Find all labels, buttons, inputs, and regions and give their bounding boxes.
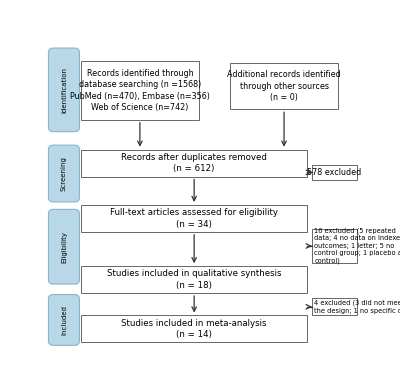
Text: Full-text articles assessed for eligibility
(n = 34): Full-text articles assessed for eligibil…	[110, 208, 278, 229]
FancyBboxPatch shape	[48, 48, 80, 132]
FancyBboxPatch shape	[81, 315, 307, 342]
Text: Included: Included	[61, 305, 67, 335]
Text: Eligibility: Eligibility	[61, 231, 67, 263]
FancyBboxPatch shape	[81, 266, 307, 293]
FancyBboxPatch shape	[312, 298, 357, 315]
Text: 16 excluded (5 repeated
data; 4 no data on indexed
outcomes; 1 letter; 5 no
cont: 16 excluded (5 repeated data; 4 no data …	[314, 227, 400, 265]
FancyBboxPatch shape	[48, 294, 80, 345]
Text: Studies included in qualitative synthesis
(n = 18): Studies included in qualitative synthesi…	[107, 269, 281, 290]
FancyBboxPatch shape	[48, 145, 80, 202]
Text: Studies included in meta-analysis
(n = 14): Studies included in meta-analysis (n = 1…	[121, 319, 267, 339]
Text: Additional records identified
through other sources
(n = 0): Additional records identified through ot…	[227, 70, 341, 102]
FancyBboxPatch shape	[81, 150, 307, 177]
FancyBboxPatch shape	[81, 61, 199, 120]
Text: 578 excluded: 578 excluded	[307, 168, 362, 177]
Text: Identification: Identification	[61, 67, 67, 113]
FancyBboxPatch shape	[48, 210, 80, 284]
Text: Records identified through
database searching (n =1568)
PubMed (n=470), Embase (: Records identified through database sear…	[70, 69, 210, 112]
FancyBboxPatch shape	[81, 205, 307, 232]
FancyBboxPatch shape	[312, 229, 357, 263]
Text: Records after duplicates removed
(n = 612): Records after duplicates removed (n = 61…	[121, 153, 267, 173]
Text: 4 excluded (3 did not meet
the design; 1 no specific data): 4 excluded (3 did not meet the design; 1…	[314, 300, 400, 314]
Text: Screening: Screening	[61, 156, 67, 191]
FancyBboxPatch shape	[230, 63, 338, 109]
FancyBboxPatch shape	[312, 165, 357, 180]
